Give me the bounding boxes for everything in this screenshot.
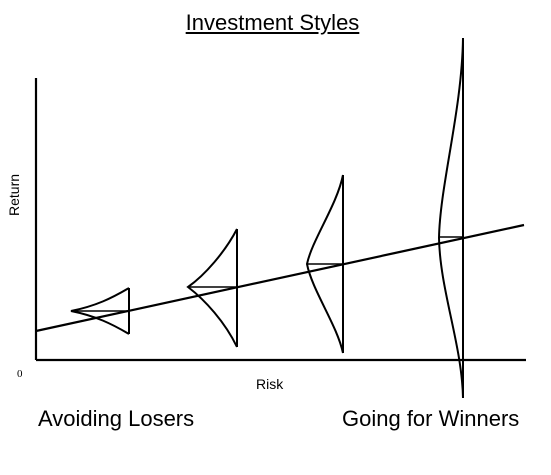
caption-going-for-winners: Going for Winners bbox=[342, 406, 520, 431]
origin-label: 0 bbox=[17, 368, 23, 380]
caption-avoiding-losers: Avoiding Losers bbox=[38, 406, 195, 431]
distribution-3 bbox=[305, 174, 344, 354]
distribution-4 bbox=[437, 37, 464, 399]
diagram-title: Investment Styles bbox=[185, 10, 360, 35]
y-axis-label: Return bbox=[6, 173, 22, 216]
x-axis-label: Risk bbox=[256, 376, 284, 392]
trend-line bbox=[35, 223, 525, 333]
distribution-1 bbox=[70, 287, 130, 335]
distribution-2 bbox=[186, 228, 238, 348]
